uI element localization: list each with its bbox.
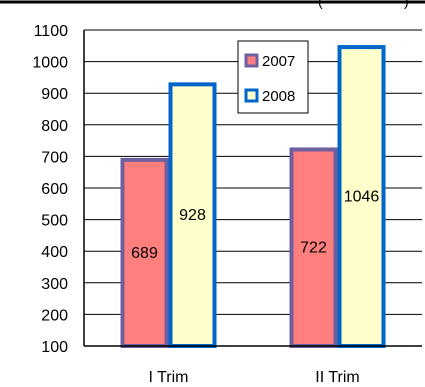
y-tick-label-800: 800 xyxy=(41,118,68,135)
data-label-2008-1: 928 xyxy=(179,207,206,224)
y-tick-label-400: 400 xyxy=(41,244,68,261)
legend-swatch-2008 xyxy=(244,88,259,103)
data-label-2008-2: 1046 xyxy=(344,189,380,206)
bar-series xyxy=(120,45,386,349)
y-tick-label-900: 900 xyxy=(41,86,68,103)
y-axis-tick-labels: 100 200 300 400 500 600 700 800 900 1000 1100 xyxy=(32,23,68,356)
legend-label-2007: 2007 xyxy=(262,53,295,70)
data-labels: 689 928 722 1046 xyxy=(131,189,379,262)
header-fragment: ( xyxy=(318,0,323,9)
data-label-2007-1: 689 xyxy=(131,245,158,262)
y-tick-label-700: 700 xyxy=(41,149,68,166)
x-tick-label-1: I Trim xyxy=(149,369,189,386)
data-label-2007-2: 722 xyxy=(300,240,327,257)
y-tick-label-500: 500 xyxy=(41,213,68,230)
x-axis-tick-labels: I Trim II Trim xyxy=(149,369,360,386)
bar-2007-1 xyxy=(120,157,169,348)
y-tick-label-200: 200 xyxy=(41,307,68,324)
bar-2008-1 xyxy=(168,82,217,349)
y-tick-label-1100: 1100 xyxy=(34,23,69,40)
y-tick-label-1000: 1000 xyxy=(32,55,68,72)
legend-label-2008: 2008 xyxy=(262,88,295,105)
y-tick-label-300: 300 xyxy=(41,276,68,293)
y-tick-label-100: 100 xyxy=(41,339,68,356)
legend-swatch-2007 xyxy=(244,53,259,68)
header-fragment-right: ) xyxy=(404,0,409,9)
bar-2008-2 xyxy=(337,45,386,349)
x-tick-label-2: II Trim xyxy=(315,369,359,386)
y-tick-label-600: 600 xyxy=(41,181,68,198)
legend: 2007 2008 xyxy=(237,40,309,114)
